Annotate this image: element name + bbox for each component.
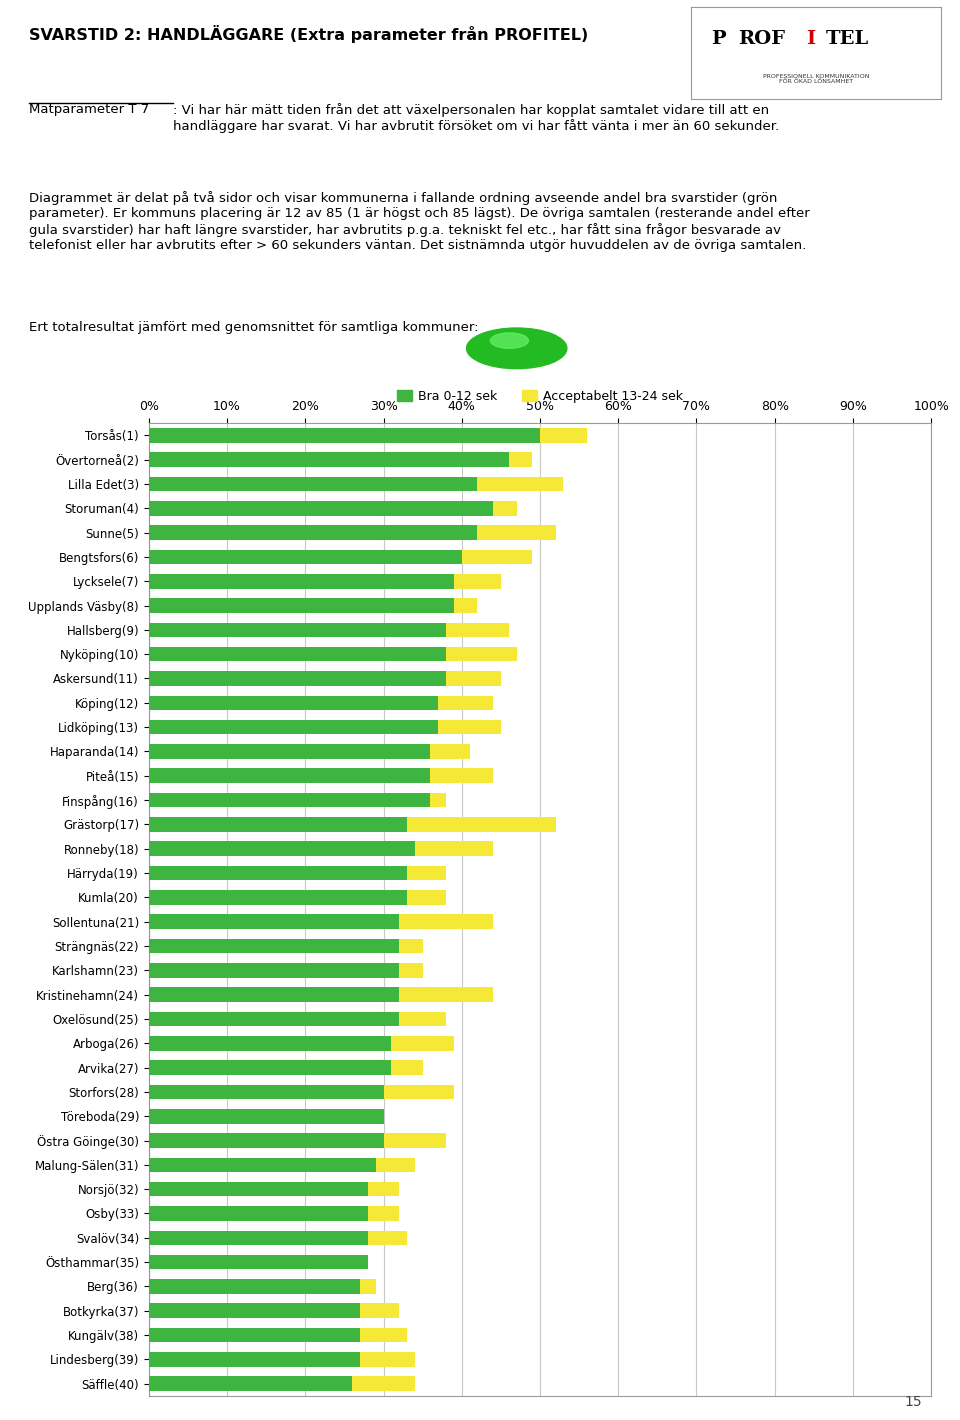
Bar [149, 525, 477, 540]
Bar [149, 1231, 368, 1245]
Bar [149, 768, 430, 782]
Bar [149, 1304, 360, 1318]
Text: SVARSTID 2: HANDLÄGGARE (Extra parameter från PROFITEL): SVARSTID 2: HANDLÄGGARE (Extra parameter… [29, 26, 588, 43]
Bar [383, 1085, 454, 1099]
Bar [149, 890, 407, 905]
Bar [446, 672, 501, 686]
Bar [430, 768, 493, 782]
Text: Mätparameter T 7: Mätparameter T 7 [29, 102, 149, 116]
Text: ROF: ROF [738, 30, 785, 48]
Bar [439, 720, 501, 734]
Text: Diagrammet är delat på två sidor och visar kommunerna i fallande ordning avseend: Diagrammet är delat på två sidor och vis… [29, 192, 809, 251]
Bar [368, 1231, 407, 1245]
Bar [360, 1304, 399, 1318]
Bar [149, 939, 399, 953]
Bar [149, 1133, 383, 1147]
Bar [383, 1133, 446, 1147]
Bar [509, 453, 532, 467]
Bar [149, 1352, 360, 1366]
Bar [149, 453, 509, 467]
Bar [149, 477, 477, 491]
Bar [149, 1109, 383, 1123]
Bar [149, 1037, 392, 1051]
Bar [399, 987, 493, 1003]
Bar [149, 963, 399, 977]
Bar [149, 720, 439, 734]
Bar [462, 550, 532, 564]
Bar [149, 598, 454, 613]
Bar [352, 1376, 415, 1392]
Bar [477, 525, 556, 540]
Bar [454, 574, 501, 588]
Bar [399, 1011, 446, 1027]
Bar [149, 1328, 360, 1342]
Bar [430, 744, 469, 758]
Text: 15: 15 [904, 1394, 922, 1409]
Bar [375, 1157, 415, 1172]
Bar [149, 1157, 375, 1172]
Bar [149, 501, 493, 515]
Circle shape [491, 332, 529, 348]
Bar [149, 1376, 352, 1392]
Bar [439, 696, 493, 710]
Bar [407, 890, 446, 905]
Circle shape [467, 328, 567, 369]
Bar [149, 1061, 392, 1075]
Bar [149, 792, 430, 808]
Text: Ert totalresultat jämfört med genomsnittet för samtliga kommuner:: Ert totalresultat jämfört med genomsnitt… [29, 321, 478, 334]
Bar [149, 1085, 383, 1099]
Bar [149, 574, 454, 588]
Bar [149, 622, 446, 638]
Bar [446, 648, 516, 662]
Bar [149, 1279, 360, 1294]
Bar [407, 866, 446, 880]
Bar [360, 1352, 415, 1366]
Bar [149, 550, 462, 564]
Bar [149, 696, 439, 710]
Bar [149, 1011, 399, 1027]
Bar [415, 842, 493, 856]
Text: PROFESSIONELL KOMMUNIKATION
FÖR ÖKAD LÖNSAMHET: PROFESSIONELL KOMMUNIKATION FÖR ÖKAD LÖN… [763, 74, 869, 84]
Bar [368, 1206, 399, 1221]
Bar [149, 987, 399, 1003]
Bar [360, 1328, 407, 1342]
Bar [399, 939, 422, 953]
Bar [454, 598, 477, 613]
Bar [540, 427, 587, 443]
Text: P: P [711, 30, 726, 48]
Bar [392, 1061, 422, 1075]
Bar [430, 792, 446, 808]
Bar [149, 1181, 368, 1197]
Bar [149, 744, 430, 758]
Bar [149, 1206, 368, 1221]
Bar [493, 501, 516, 515]
Bar [399, 914, 493, 929]
Bar [149, 427, 540, 443]
Text: I: I [806, 30, 815, 48]
Text: : Vi har här mätt tiden från det att växelpersonalen har kopplat samtalet vidare: : Vi har här mätt tiden från det att väx… [173, 102, 779, 133]
Bar [399, 963, 422, 977]
Text: TEL: TEL [826, 30, 869, 48]
Bar [446, 622, 509, 638]
Bar [149, 816, 407, 832]
Bar [149, 672, 446, 686]
Bar [149, 648, 446, 662]
Bar [477, 477, 564, 491]
Bar [149, 842, 415, 856]
Bar [392, 1037, 454, 1051]
Legend: Bra 0-12 sek, Acceptabelt 13-24 sek: Bra 0-12 sek, Acceptabelt 13-24 sek [392, 385, 688, 408]
Bar [360, 1279, 375, 1294]
Bar [407, 816, 556, 832]
Bar [149, 1255, 368, 1269]
Bar [149, 914, 399, 929]
Bar [368, 1181, 399, 1197]
Bar [149, 866, 407, 880]
